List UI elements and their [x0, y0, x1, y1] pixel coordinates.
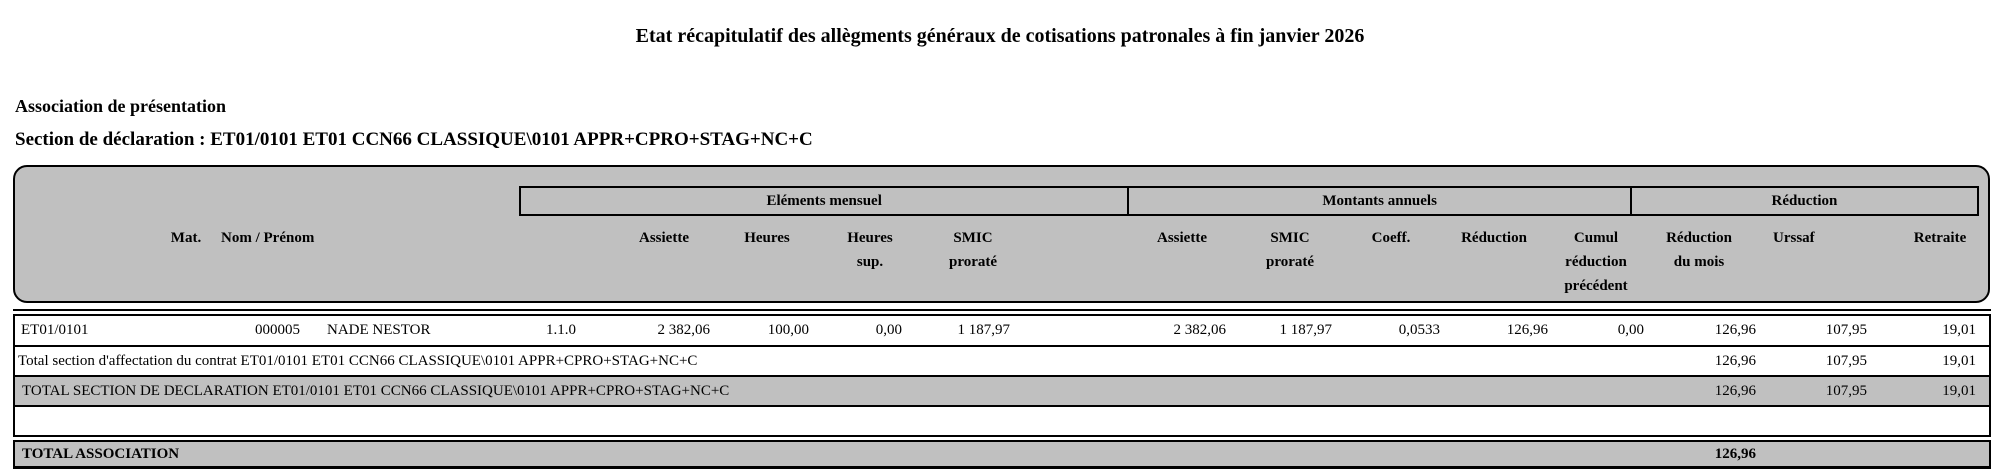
group-reduction: Réduction	[1629, 188, 1977, 214]
header-urssaf: Urssaf	[1773, 230, 1815, 246]
cell-name: NADE NESTOR	[327, 322, 431, 338]
total-association-row: TOTAL ASSOCIATION 126,96	[13, 440, 1991, 469]
cell-coeff: 0,0533	[1398, 322, 1440, 338]
cell-heures-sup: 0,00	[875, 322, 902, 338]
total-association-label: TOTAL ASSOCIATION	[22, 445, 180, 462]
total-affectation-reduction-du-mois: 126,96	[1714, 352, 1756, 369]
header-nom-prenom: Nom / Prénom	[221, 230, 315, 246]
group-elements-mensuel: Eléments mensuel	[766, 193, 882, 209]
row-gap	[13, 437, 1991, 440]
total-declaration-label: TOTAL SECTION DE DECLARATION ET01/0101 E…	[22, 382, 730, 399]
section-declaration-label: Section de déclaration : ET01/0101 ET01 …	[15, 129, 813, 150]
cell-smic-prorate-annuel: 1 187,97	[1279, 322, 1333, 338]
cell-cumul-reduction-precedent: 0,00	[1617, 322, 1644, 338]
group-montants-annuels: Montants annuels	[1127, 188, 1630, 214]
cell-urssaf: 107,95	[1825, 322, 1867, 338]
table-top-border	[13, 309, 1991, 311]
cell-code: 1.1.0	[546, 322, 576, 338]
total-declaration-retraite: 19,01	[1942, 382, 1976, 399]
total-affectation-retraite: 19,01	[1942, 352, 1976, 369]
empty-row	[13, 407, 1991, 437]
total-affectation-urssaf: 107,95	[1825, 352, 1867, 369]
header-coeff: Coeff.	[1371, 230, 1411, 246]
cell-heures: 100,00	[767, 322, 809, 338]
cell-reduction: 126,96	[1506, 322, 1548, 338]
header-smic-prorate-annuel: SMIC proraté	[1265, 230, 1315, 270]
total-association-reduction-du-mois: 126,96	[1714, 445, 1756, 462]
header-reduction: Réduction	[1461, 230, 1527, 246]
employee-row: ET01/0101 000005 NADE NESTOR 1.1.0 2 382…	[13, 314, 1991, 347]
header-smic-prorate-mensuel: SMIC proraté	[948, 230, 998, 270]
table-header-block	[13, 165, 1990, 303]
total-declaration-reduction-du-mois: 126,96	[1714, 382, 1756, 399]
header-heures-sup: Heures sup.	[847, 230, 893, 270]
total-declaration-urssaf: 107,95	[1825, 382, 1867, 399]
association-label: Association de présentation	[15, 96, 226, 116]
cell-retraite: 19,01	[1942, 322, 1976, 338]
header-mat: Mat.	[170, 230, 202, 246]
page-title: Etat récapitulatif des allègments généra…	[635, 25, 1365, 47]
table-body: ET01/0101 000005 NADE NESTOR 1.1.0 2 382…	[13, 309, 1991, 469]
header-cumul-reduction-precedent: Cumul réduction précédent	[1564, 230, 1628, 294]
cell-mat: 000005	[255, 322, 300, 338]
header-retraite: Retraite	[1913, 230, 1967, 246]
cell-assiette-annuel: 2 382,06	[1173, 322, 1227, 338]
header-assiette-mensuel: Assiette	[639, 230, 689, 246]
column-group-header: Eléments mensuel Montants annuels Réduct…	[519, 186, 1979, 216]
header-heures: Heures	[744, 230, 790, 246]
cell-reduction-du-mois: 126,96	[1714, 322, 1756, 338]
header-assiette-annuel: Assiette	[1157, 230, 1207, 246]
cell-smic-prorate-mensuel: 1 187,97	[957, 322, 1011, 338]
total-declaration-row: TOTAL SECTION DE DECLARATION ET01/0101 E…	[13, 377, 1991, 407]
total-affectation-row: Total section d'affectation du contrat E…	[13, 347, 1991, 377]
cell-contract: ET01/0101	[21, 322, 89, 338]
header-reduction-du-mois: Réduction du mois	[1666, 230, 1732, 270]
total-affectation-label: Total section d'affectation du contrat E…	[18, 352, 698, 369]
cell-assiette-mensuel: 2 382,06	[657, 322, 711, 338]
